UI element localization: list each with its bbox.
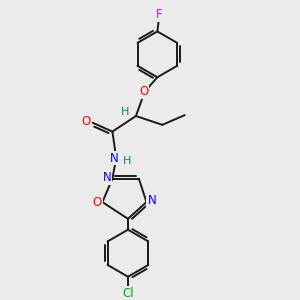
Text: F: F [156,8,163,22]
Text: O: O [82,115,91,128]
Text: H: H [123,156,132,166]
Text: O: O [92,196,102,208]
Text: N: N [147,194,156,207]
Text: Cl: Cl [122,287,134,300]
Text: O: O [139,85,148,98]
Text: H: H [121,107,129,117]
Text: N: N [110,152,118,164]
Text: N: N [103,171,112,184]
